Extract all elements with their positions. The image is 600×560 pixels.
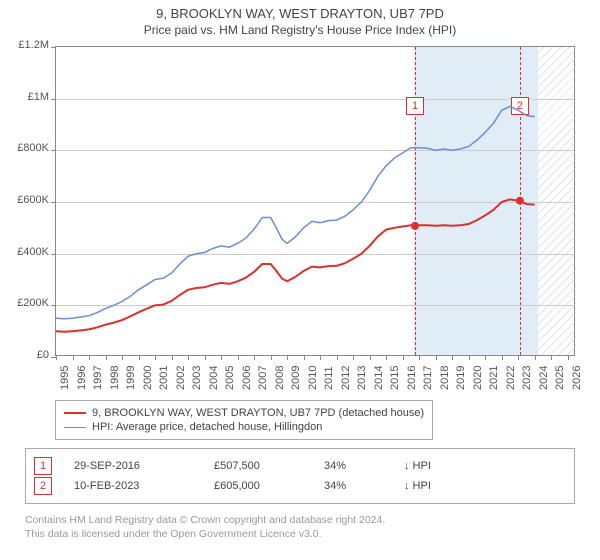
x-axis-tick-label: 2024 bbox=[538, 366, 550, 390]
x-axis-tick-label: 1995 bbox=[59, 366, 71, 390]
attribution-footer: Contains HM Land Registry data © Crown c… bbox=[25, 514, 385, 541]
sale-vs-hpi: ↓ HPI bbox=[404, 460, 484, 472]
x-axis-tick-label: 1996 bbox=[76, 366, 88, 390]
sale-date: 29-SEP-2016 bbox=[74, 460, 214, 472]
chart-title: 9, BROOKLYN WAY, WEST DRAYTON, UB7 7PD bbox=[0, 6, 600, 21]
x-axis-tick-label: 2010 bbox=[307, 366, 319, 390]
chart-subtitle: Price paid vs. HM Land Registry's House … bbox=[0, 23, 600, 37]
legend-label: HPI: Average price, detached house, Hill… bbox=[92, 421, 322, 433]
sale-date: 10-FEB-2023 bbox=[74, 480, 214, 492]
x-axis-tick-label: 2000 bbox=[142, 366, 154, 390]
x-axis-tick-label: 1997 bbox=[92, 366, 104, 390]
x-axis-tick-label: 2002 bbox=[175, 366, 187, 390]
sale-dot bbox=[516, 197, 524, 205]
x-axis-tick-label: 2013 bbox=[356, 366, 368, 390]
x-axis-tick-label: 2009 bbox=[290, 366, 302, 390]
x-axis-tick-label: 2008 bbox=[274, 366, 286, 390]
x-axis-tick-label: 2019 bbox=[455, 366, 467, 390]
y-axis-tick-label: £400K bbox=[5, 246, 49, 258]
x-axis-tick-label: 2025 bbox=[554, 366, 566, 390]
sale-pct: 34% bbox=[324, 480, 404, 492]
x-axis-tick-label: 2022 bbox=[505, 366, 517, 390]
x-axis-tick-label: 2012 bbox=[340, 366, 352, 390]
line-property bbox=[56, 199, 535, 331]
x-axis-tick-label: 2006 bbox=[241, 366, 253, 390]
plot-area: 12 bbox=[55, 46, 575, 356]
sale-vs-hpi: ↓ HPI bbox=[404, 480, 484, 492]
sale-pct: 34% bbox=[324, 460, 404, 472]
x-axis-tick-label: 1999 bbox=[125, 366, 137, 390]
chart-lines bbox=[56, 47, 574, 355]
sale-dot bbox=[411, 222, 419, 230]
x-axis-tick-label: 2020 bbox=[472, 366, 484, 390]
legend-item: HPI: Average price, detached house, Hill… bbox=[64, 421, 424, 433]
sale-number-icon: 1 bbox=[34, 457, 52, 475]
footer-line: Contains HM Land Registry data © Crown c… bbox=[25, 514, 385, 528]
x-axis-tick-label: 1998 bbox=[109, 366, 121, 390]
y-axis-tick-label: £200K bbox=[5, 297, 49, 309]
y-axis-tick-label: £1.2M bbox=[5, 39, 49, 51]
sales-row: 1 29-SEP-2016£507,50034%↓ HPI bbox=[34, 457, 566, 475]
footer-line: This data is licensed under the Open Gov… bbox=[25, 528, 385, 542]
y-axis-tick-label: £800K bbox=[5, 142, 49, 154]
x-axis-tick-label: 2004 bbox=[208, 366, 220, 390]
legend-swatch bbox=[64, 412, 86, 414]
x-axis-tick-label: 2021 bbox=[488, 366, 500, 390]
x-axis-tick-label: 2005 bbox=[224, 366, 236, 390]
x-axis-tick-label: 2017 bbox=[422, 366, 434, 390]
x-axis-tick-label: 2026 bbox=[571, 366, 583, 390]
x-axis-tick-label: 2014 bbox=[373, 366, 385, 390]
chart-container: 9, BROOKLYN WAY, WEST DRAYTON, UB7 7PD P… bbox=[0, 0, 600, 560]
x-axis-tick-label: 2023 bbox=[521, 366, 533, 390]
x-axis-tick-label: 2011 bbox=[323, 366, 335, 390]
legend: 9, BROOKLYN WAY, WEST DRAYTON, UB7 7PD (… bbox=[55, 400, 433, 440]
x-axis-tick-label: 2007 bbox=[257, 366, 269, 390]
x-axis-tick-label: 2016 bbox=[406, 366, 418, 390]
y-axis-tick-label: £600K bbox=[5, 194, 49, 206]
sale-number-icon: 2 bbox=[34, 477, 52, 495]
y-axis-tick-label: £1M bbox=[5, 91, 49, 103]
x-axis-tick-label: 2015 bbox=[389, 366, 401, 390]
line-hpi bbox=[56, 106, 535, 318]
sale-price: £605,000 bbox=[214, 480, 324, 492]
y-axis-tick-label: £0 bbox=[5, 349, 49, 361]
legend-item: 9, BROOKLYN WAY, WEST DRAYTON, UB7 7PD (… bbox=[64, 407, 424, 419]
x-axis-tick-label: 2001 bbox=[158, 366, 170, 390]
legend-label: 9, BROOKLYN WAY, WEST DRAYTON, UB7 7PD (… bbox=[92, 407, 424, 419]
x-axis-tick-label: 2018 bbox=[439, 366, 451, 390]
sale-price: £507,500 bbox=[214, 460, 324, 472]
legend-swatch bbox=[64, 427, 86, 428]
sales-table: 1 29-SEP-2016£507,50034%↓ HPI 2 10-FEB-2023… bbox=[25, 448, 575, 504]
sales-row: 2 10-FEB-2023£605,00034%↓ HPI bbox=[34, 477, 566, 495]
x-axis-tick-label: 2003 bbox=[191, 366, 203, 390]
